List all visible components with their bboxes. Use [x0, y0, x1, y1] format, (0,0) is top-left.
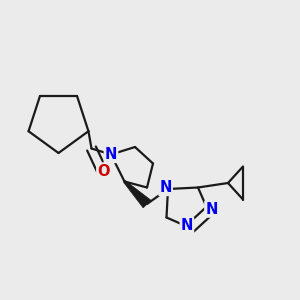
Text: N: N	[205, 202, 218, 217]
Text: N: N	[159, 180, 172, 195]
Text: N: N	[181, 218, 193, 233]
Polygon shape	[124, 181, 151, 208]
Text: N: N	[105, 147, 117, 162]
Text: O: O	[97, 164, 110, 178]
